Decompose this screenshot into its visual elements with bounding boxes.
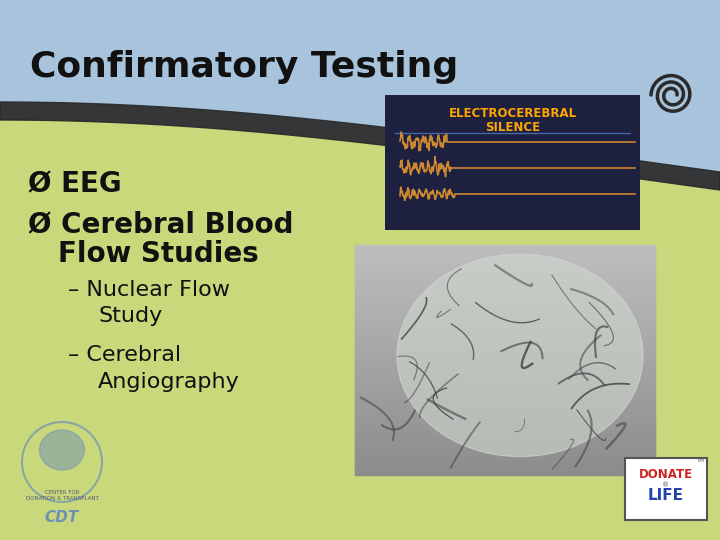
Ellipse shape (397, 254, 643, 457)
Polygon shape (0, 102, 720, 190)
Text: SILENCE: SILENCE (485, 121, 540, 134)
Polygon shape (0, 120, 720, 540)
Text: ELECTROCEREBRAL: ELECTROCEREBRAL (449, 107, 577, 120)
Text: – Nuclear Flow: – Nuclear Flow (68, 280, 230, 300)
Text: Study: Study (98, 306, 162, 326)
Text: CENTER FOR
DONATION & TRANSPLANT: CENTER FOR DONATION & TRANSPLANT (26, 490, 99, 501)
FancyBboxPatch shape (385, 95, 640, 230)
Text: CDT: CDT (45, 510, 79, 525)
FancyBboxPatch shape (355, 245, 655, 475)
FancyBboxPatch shape (625, 458, 707, 520)
Text: Flow Studies: Flow Studies (58, 240, 258, 268)
Text: DONATE: DONATE (639, 468, 693, 481)
Text: Confirmatory Testing: Confirmatory Testing (30, 50, 458, 84)
Text: Ø Cerebral Blood: Ø Cerebral Blood (28, 210, 294, 238)
Text: LIFE: LIFE (648, 488, 684, 503)
Text: Ø EEG: Ø EEG (28, 170, 122, 198)
Text: ®: ® (662, 482, 670, 488)
Ellipse shape (40, 430, 84, 470)
Text: – Cerebral: – Cerebral (68, 345, 181, 365)
Text: Angiography: Angiography (98, 372, 240, 392)
Text: TM: TM (696, 458, 704, 463)
